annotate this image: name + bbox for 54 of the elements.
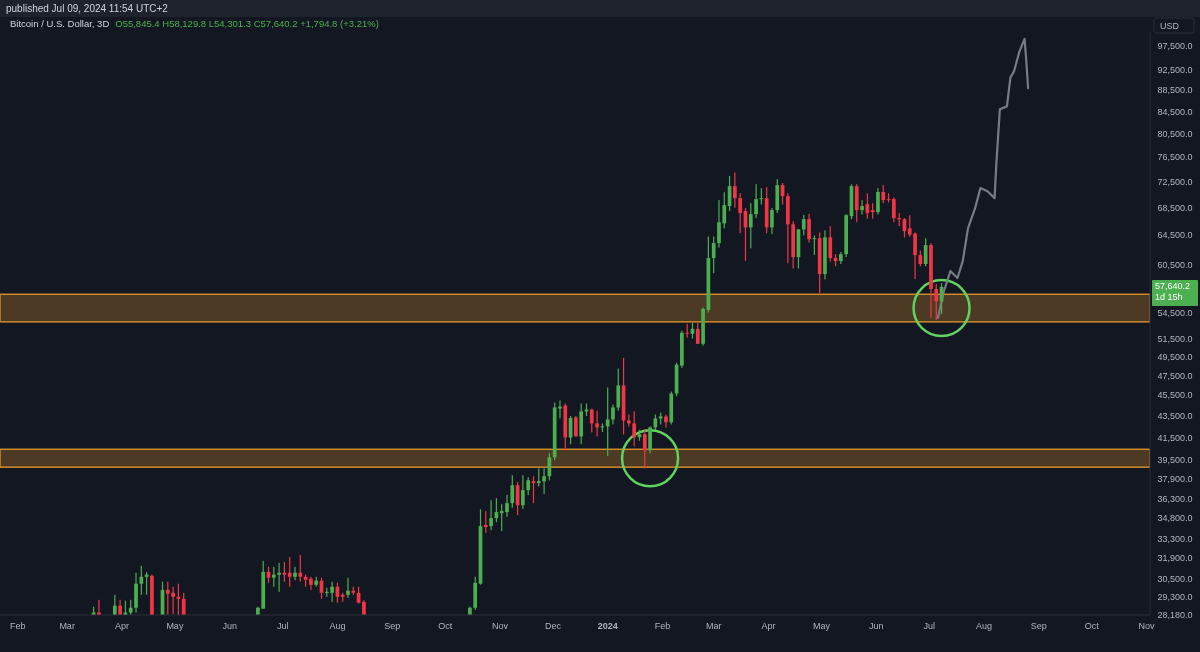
chart-title: Bitcoin / U.S. Dollar, 3D xyxy=(10,18,110,29)
y-tick-label: 30,500.0 xyxy=(1157,573,1193,584)
x-tick-label: May xyxy=(166,621,184,631)
x-tick-label: Nov xyxy=(491,621,509,631)
y-tick-label: 54,500.0 xyxy=(1157,307,1193,318)
x-tick-label: Apr xyxy=(114,621,129,631)
y-tick-label: 47,500.0 xyxy=(1157,370,1193,381)
x-tick-label: Oct xyxy=(438,621,453,631)
x-tick-label: May xyxy=(812,621,831,631)
y-axis-title: USD xyxy=(1160,21,1180,31)
y-tick-label: 41,500.0 xyxy=(1157,432,1193,443)
y-tick-label: 76,500.0 xyxy=(1157,152,1193,163)
x-tick-label: Jul xyxy=(923,621,935,631)
x-tick-label: Sep xyxy=(384,621,401,631)
y-tick-label: 36,300.0 xyxy=(1157,494,1193,505)
x-tick-label: Dec xyxy=(544,621,562,631)
x-tick-label: Sep xyxy=(1030,621,1047,631)
chart-subtitle: O55,845.4 H58,129.8 L54,301.3 C57,640.2 +1,794.8 (+3.21%) xyxy=(115,18,379,29)
y-tick-label: 37,900.0 xyxy=(1157,474,1193,485)
x-tick-label: Feb xyxy=(9,621,26,631)
y-tick-label: 49,500.0 xyxy=(1157,351,1193,362)
x-tick-label: Oct xyxy=(1084,621,1100,631)
y-tick-label: 97,500.0 xyxy=(1157,41,1193,52)
y-tick-label: 39,500.0 xyxy=(1157,455,1193,466)
text: 57,640.2 1d 15h xyxy=(1155,280,1191,302)
y-tick-label: 51,500.0 xyxy=(1157,333,1193,344)
x-tick-label: 2024 xyxy=(597,621,618,631)
line-series xyxy=(936,37,1030,319)
text: published Jul 09, 2024 11:54 UTC+2 xyxy=(6,3,169,14)
x-tick-label: Aug xyxy=(329,621,346,631)
y-tick-label: 64,500.0 xyxy=(1157,230,1193,241)
y-tick-label: 88,500.0 xyxy=(1157,85,1193,96)
y-tick-label: 72,500.0 xyxy=(1157,176,1193,187)
x-tick-label: Jul xyxy=(276,621,289,631)
y-tick-label: 45,500.0 xyxy=(1157,390,1193,401)
y-tick-label: 33,300.0 xyxy=(1157,533,1193,544)
y-tick-label: 29,300.0 xyxy=(1157,592,1193,603)
y-tick-label: 84,500.0 xyxy=(1157,106,1193,117)
y-tick-label: 80,500.0 xyxy=(1157,128,1193,139)
y-tick-label: 34,800.0 xyxy=(1157,513,1193,524)
x-tick-label: Mar xyxy=(59,621,75,631)
x-tick-label: Nov xyxy=(1138,621,1155,631)
x-tick-label: Jun xyxy=(868,621,884,631)
y-tick-label: 43,500.0 xyxy=(1157,411,1193,422)
y-tick-label: 28,180.0 xyxy=(1157,610,1193,621)
y-tick-label: 68,500.0 xyxy=(1157,202,1193,213)
x-tick-label: Feb xyxy=(654,621,671,631)
y-tick-label: 92,500.0 xyxy=(1157,65,1193,76)
y-tick-label: 60,500.0 xyxy=(1157,259,1193,270)
x-tick-label: Apr xyxy=(761,621,776,631)
x-tick-label: Aug xyxy=(975,621,992,631)
x-tick-label: Jun xyxy=(222,621,237,631)
y-tick-label: 31,900.0 xyxy=(1157,553,1193,564)
x-tick-label: Mar xyxy=(705,621,722,631)
